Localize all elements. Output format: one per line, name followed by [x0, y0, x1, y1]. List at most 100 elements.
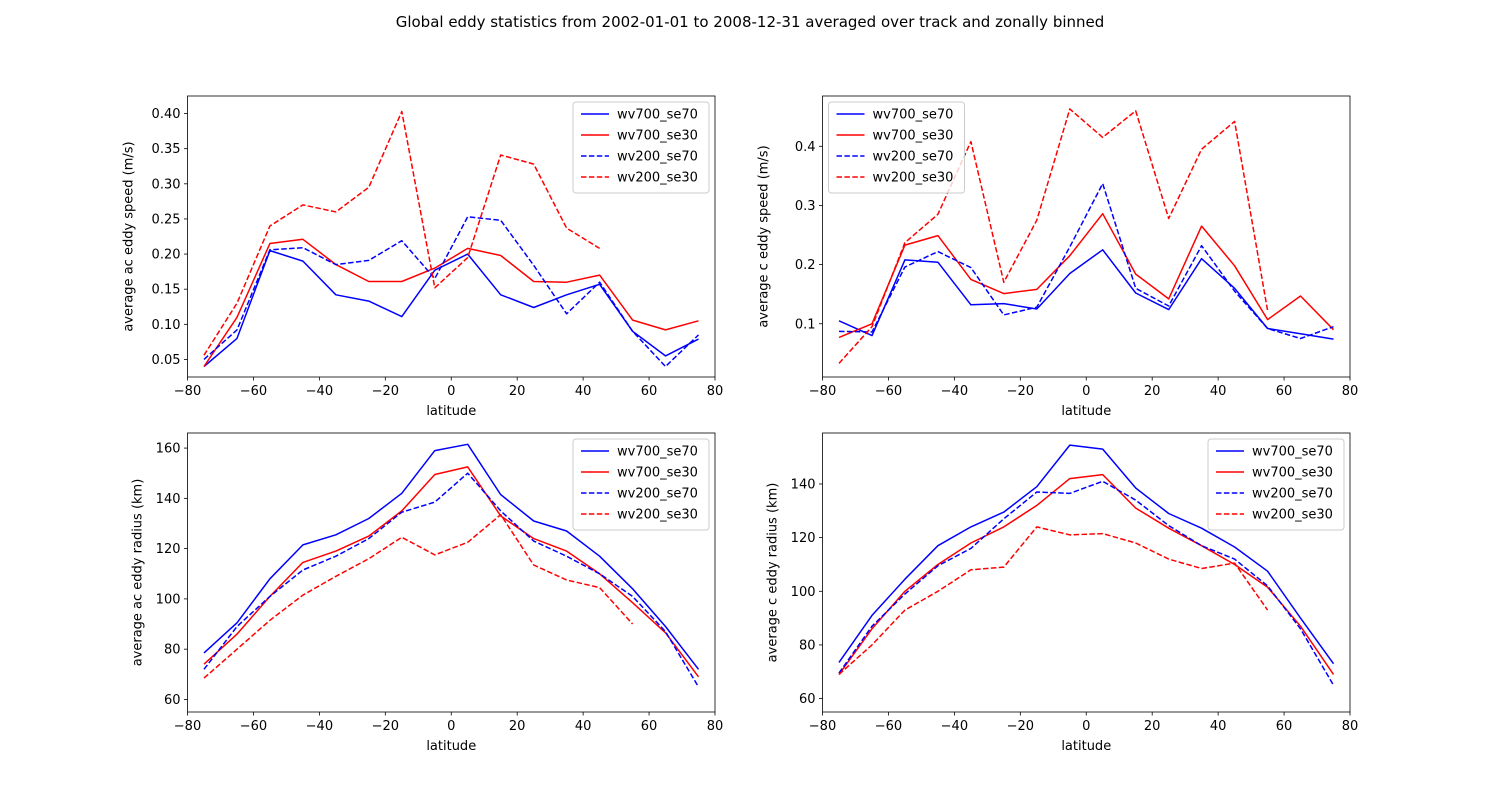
x-tick-label: −20: [372, 384, 399, 399]
legend-label-wv700_se30: wv700_se30: [617, 466, 698, 481]
y-tick-label: 140: [791, 477, 816, 492]
x-tick-label: −40: [941, 384, 968, 399]
x-tick-label: −40: [941, 719, 968, 734]
y-tick-label: 0.10: [152, 318, 181, 333]
x-axis-label: latitude: [1061, 739, 1111, 754]
legend-label-wv700_se30: wv700_se30: [873, 129, 954, 144]
legend-label-wv700_se30: wv700_se30: [617, 129, 698, 144]
x-tick-label: −20: [1007, 384, 1034, 399]
x-tick-label: 80: [1342, 719, 1359, 734]
series-group: [203, 443, 700, 688]
y-tick-label: 120: [156, 542, 181, 557]
legend-label-wv700_se30: wv700_se30: [1252, 466, 1333, 481]
legend-label-wv200_se30: wv200_se30: [617, 508, 698, 523]
series-line-wv200_se30: [838, 526, 1269, 675]
x-tick-label: −60: [240, 384, 267, 399]
x-tick-label: 40: [1210, 719, 1227, 734]
x-tick-label: 80: [707, 719, 724, 734]
y-tick-label: 100: [156, 592, 181, 607]
series-line-wv700_se70: [838, 444, 1335, 665]
y-axis-label: average c eddy radius (km): [766, 483, 781, 663]
y-axis-label: average ac eddy radius (km): [131, 479, 146, 667]
y-tick-label: 0.20: [152, 248, 181, 263]
legend: wv700_se70 wv700_se30 wv200_se70 wv200_se30: [572, 101, 710, 194]
legend-label-wv200_se70: wv200_se70: [617, 487, 698, 502]
x-axis-label: latitude: [426, 404, 476, 419]
series-line-wv700_se30: [838, 212, 1335, 339]
legend-label-wv200_se30: wv200_se30: [1252, 508, 1333, 523]
y-tick-label: 0.15: [152, 283, 181, 298]
legend-box: [572, 438, 710, 531]
x-tick-label: 40: [575, 384, 592, 399]
subplot-1: −80 −60 −40 −20 0 20 40 60 80 0.05 0.10 0.15 0.20 0.2…: [122, 95, 724, 419]
x-tick-label: 20: [509, 719, 526, 734]
y-tick-label: 0.2: [795, 258, 816, 273]
x-tick-label: 20: [1144, 384, 1161, 399]
legend-box: [1207, 438, 1345, 531]
x-tick-label: 60: [1276, 384, 1293, 399]
x-tick-label: −60: [875, 719, 902, 734]
x-tick-label: −80: [809, 384, 836, 399]
series-line-wv700_se70: [838, 249, 1334, 340]
x-tick-label: −60: [875, 384, 902, 399]
subplot-2: −80 −60 −40 −20 0 20 40 60 80 0.1 0.2 0.3 0.4 latitud…: [757, 95, 1358, 419]
legend-label-wv200_se70: wv200_se70: [617, 150, 698, 165]
y-tick-label: 0.40: [152, 107, 181, 122]
series-line-wv200_se70: [203, 472, 700, 688]
x-tick-label: 20: [1144, 719, 1161, 734]
x-tick-label: 20: [509, 384, 526, 399]
x-tick-label: −20: [372, 719, 399, 734]
x-tick-label: 40: [575, 719, 592, 734]
series-group: [203, 110, 700, 368]
x-tick-label: 80: [707, 384, 724, 399]
series-line-wv200_se70: [838, 480, 1335, 686]
figure-suptitle: Global eddy statistics from 2002-01-01 t…: [396, 13, 1105, 31]
series-line-wv200_se30: [203, 513, 634, 679]
legend-label-wv200_se30: wv200_se30: [617, 171, 698, 186]
y-tick-label: 0.30: [152, 177, 181, 192]
x-tick-label: 60: [1276, 719, 1293, 734]
legend-label-wv700_se70: wv700_se70: [873, 108, 954, 123]
x-tick-label: −80: [174, 719, 201, 734]
x-tick-label: 0: [1082, 384, 1090, 399]
x-tick-label: −40: [306, 719, 333, 734]
series-line-wv700_se30: [203, 238, 699, 367]
x-tick-label: 0: [1082, 719, 1090, 734]
legend-label-wv700_se70: wv700_se70: [617, 108, 698, 123]
x-tick-label: 60: [641, 384, 658, 399]
x-axis-label: latitude: [426, 739, 476, 754]
y-axis-label: average c eddy speed (m/s): [757, 145, 772, 327]
legend-label-wv200_se70: wv200_se70: [873, 150, 954, 165]
legend-label-wv200_se70: wv200_se70: [1252, 487, 1333, 502]
y-tick-label: 0.05: [152, 353, 181, 368]
x-tick-label: 0: [447, 719, 455, 734]
series-group: [838, 444, 1335, 686]
series-line-wv200_se70: [838, 182, 1334, 340]
y-axis-label: average ac eddy speed (m/s): [122, 141, 137, 331]
x-tick-label: 40: [1210, 384, 1227, 399]
y-tick-label: 140: [156, 492, 181, 507]
x-tick-label: −40: [306, 384, 333, 399]
y-tick-label: 0.4: [795, 140, 816, 155]
series-line-wv700_se30: [203, 466, 700, 678]
legend: wv700_se70 wv700_se30 wv200_se70 wv200_se30: [572, 438, 710, 531]
y-tick-label: 0.3: [795, 199, 816, 214]
x-tick-label: 60: [641, 719, 658, 734]
subplot-4: −80 −60 −40 −20 0 20 40 60 80 60 80 100 120 140 latitu…: [766, 432, 1359, 754]
y-tick-label: 0.35: [152, 142, 181, 157]
x-tick-label: −20: [1007, 719, 1034, 734]
series-line-wv200_se30: [203, 110, 600, 356]
legend-box: [828, 101, 965, 194]
series-line-wv200_se30: [838, 108, 1269, 364]
legend: wv700_se70 wv700_se30 wv200_se70 wv200_se30: [1207, 438, 1345, 531]
x-tick-label: −80: [174, 384, 201, 399]
series-group: [838, 108, 1335, 364]
legend: wv700_se70 wv700_se30 wv200_se70 wv200_se30: [828, 101, 965, 194]
y-tick-label: 160: [156, 442, 181, 457]
legend-label-wv700_se70: wv700_se70: [1252, 445, 1333, 460]
y-tick-label: 80: [799, 638, 816, 653]
legend-label-wv700_se70: wv700_se70: [617, 445, 698, 460]
subplot-3: −80 −60 −40 −20 0 20 40 60 80 60 80 100 120 140 160 lat…: [131, 432, 724, 754]
